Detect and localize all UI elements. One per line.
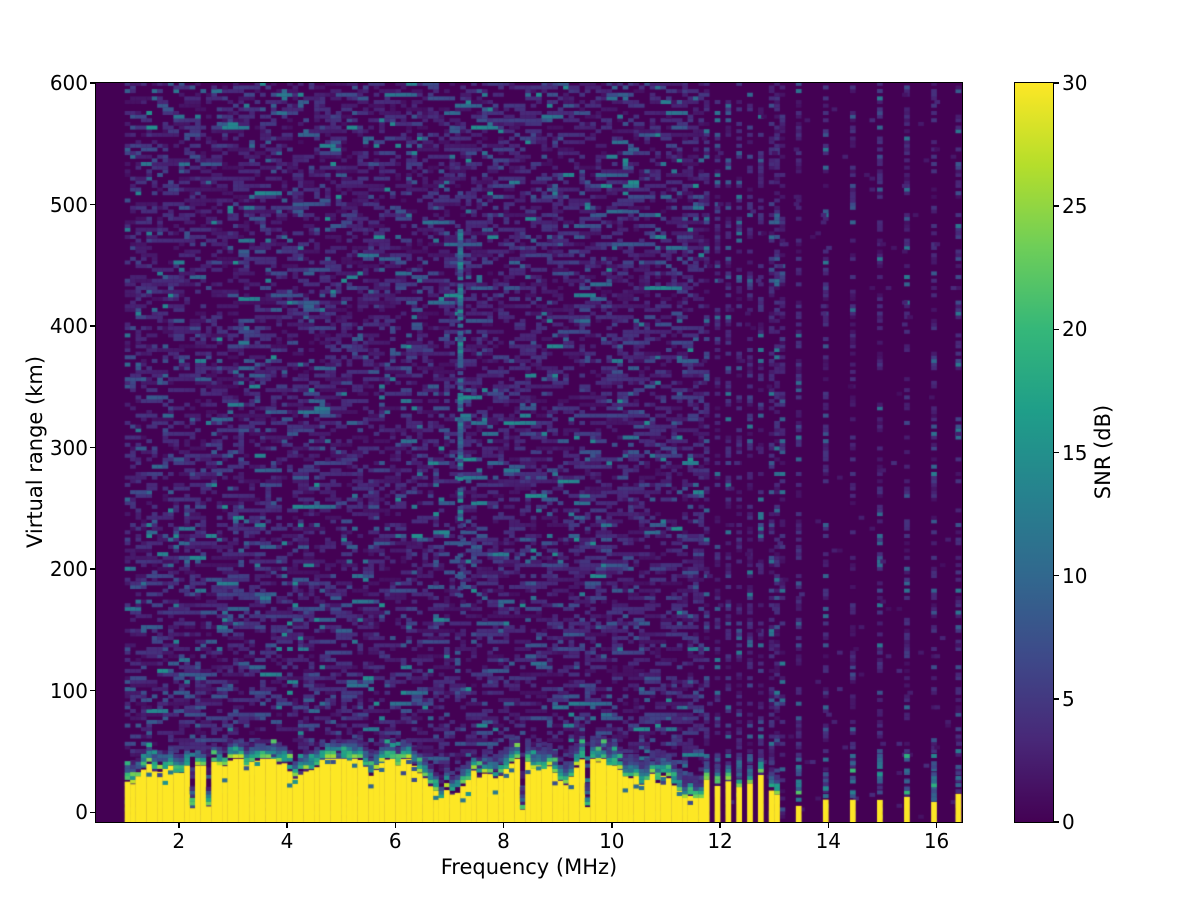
colorbar-label: SNR (dB) <box>1091 404 1115 500</box>
x-tick-label: 14 <box>815 829 842 853</box>
x-tick-label: 4 <box>280 829 294 853</box>
colorbar-tick-mark <box>1054 451 1059 454</box>
colorbar-tick-label: 25 <box>1062 194 1088 219</box>
colorbar-tick-label: 15 <box>1062 440 1088 465</box>
y-tick-label: 400 <box>49 314 88 339</box>
y-tick-mark <box>90 446 95 449</box>
x-tick-mark <box>394 823 397 828</box>
colorbar-gradient <box>1015 83 1053 822</box>
colorbar-tick-mark <box>1054 82 1059 84</box>
y-tick-label: 500 <box>49 192 88 217</box>
y-tick-label: 100 <box>49 678 88 703</box>
colorbar-tick-mark <box>1054 205 1059 207</box>
x-tick-label: 8 <box>497 829 510 853</box>
colorbar-tick-mark <box>1054 328 1059 331</box>
x-tick-mark <box>935 823 938 828</box>
y-tick-label: 200 <box>49 557 88 582</box>
x-tick-mark <box>178 823 180 828</box>
y-tick-label: 600 <box>49 71 88 95</box>
y-tick-mark <box>90 82 95 84</box>
x-tick-mark <box>611 823 613 828</box>
colorbar-tick-label: 30 <box>1062 71 1088 95</box>
colorbar-tick-mark <box>1054 821 1059 823</box>
colorbar-tick-label: 10 <box>1062 563 1088 588</box>
colorbar <box>1014 82 1054 823</box>
y-axis-label: Virtual range (km) <box>23 355 47 549</box>
y-tick-mark <box>90 811 95 814</box>
colorbar-tick-label: 20 <box>1062 317 1088 342</box>
y-tick-mark <box>90 203 95 206</box>
colorbar-tick-label: 0 <box>1062 810 1075 834</box>
x-tick-label: 12 <box>707 829 733 853</box>
colorbar-tick-label: 5 <box>1062 686 1075 711</box>
x-tick-label: 16 <box>923 829 950 853</box>
y-tick-mark <box>90 325 95 327</box>
colorbar-tick-mark <box>1054 698 1059 700</box>
x-tick-mark <box>827 823 830 828</box>
x-tick-label: 2 <box>172 829 186 853</box>
x-tick-mark <box>719 823 721 828</box>
y-tick-label: 0 <box>75 800 88 825</box>
y-tick-mark <box>90 568 95 570</box>
y-tick-mark <box>90 689 95 692</box>
x-tick-mark <box>286 823 288 828</box>
plot-area <box>95 82 963 823</box>
colorbar-tick-mark <box>1054 574 1059 577</box>
x-axis-label: Frequency (MHz) <box>440 855 618 879</box>
y-tick-label: 300 <box>49 435 88 460</box>
x-tick-label: 6 <box>388 829 402 853</box>
x-tick-mark <box>502 823 505 828</box>
ionogram-heatmap-canvas <box>96 83 962 822</box>
x-tick-label: 10 <box>599 829 625 853</box>
